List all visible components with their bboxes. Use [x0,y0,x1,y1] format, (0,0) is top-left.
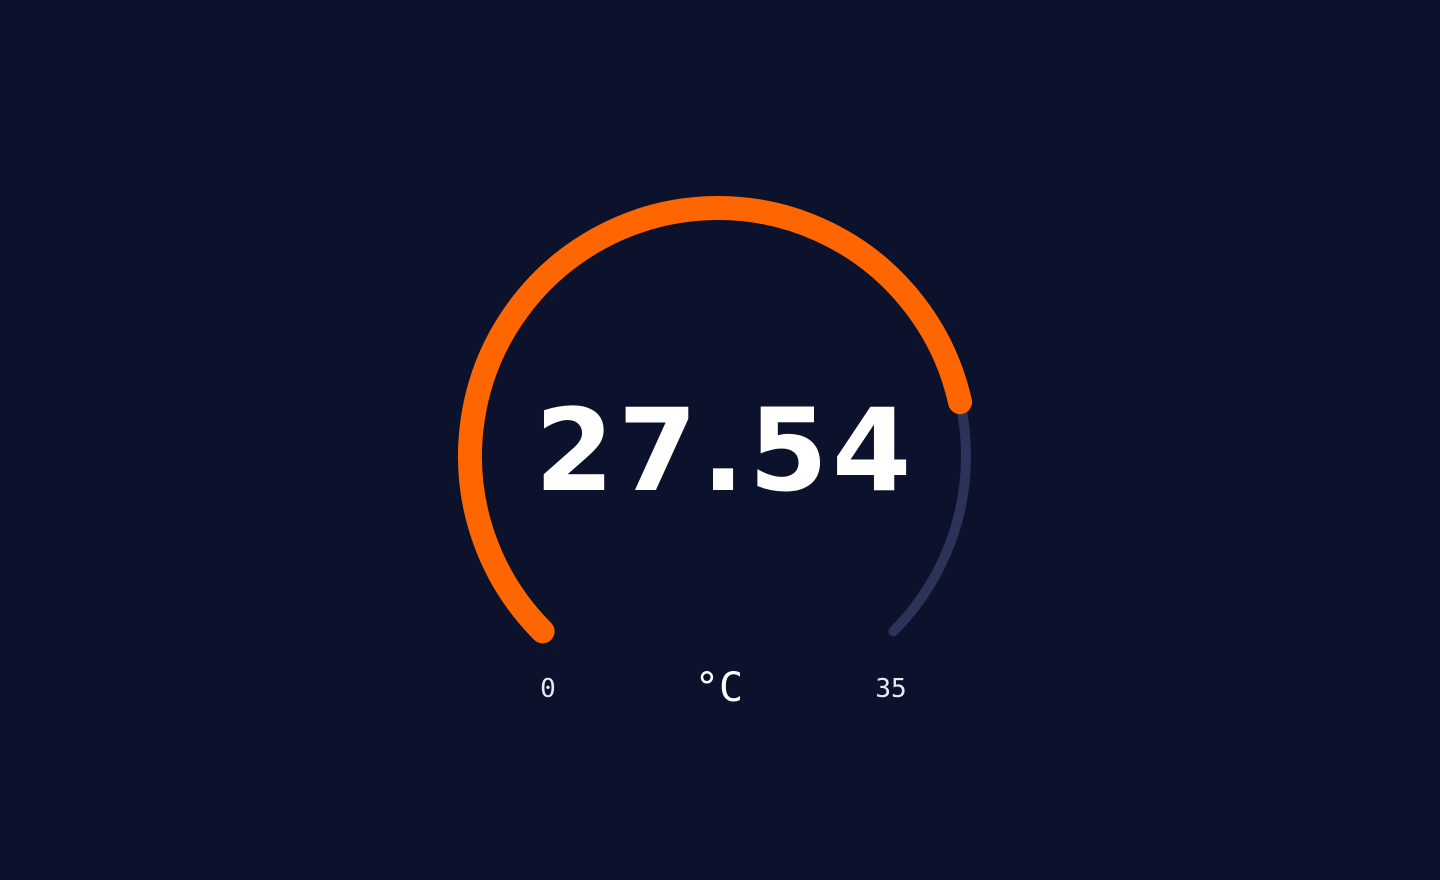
gauge-fill-arc [458,196,973,644]
gauge-value: 27.54 [535,384,916,517]
gauge-max-label: 35 [875,674,906,704]
gauge-unit-label: °C [695,665,743,711]
gauge-min-label: 0 [540,674,556,704]
